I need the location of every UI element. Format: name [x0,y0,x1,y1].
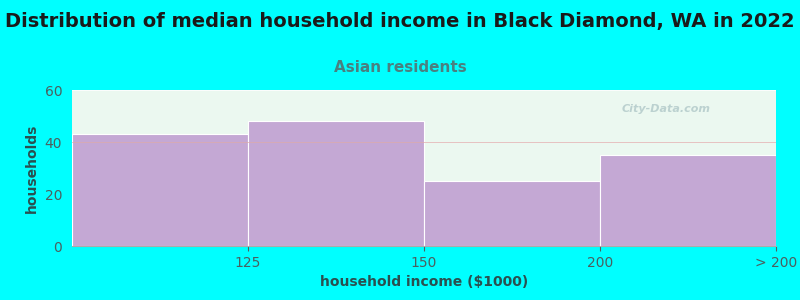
Text: Distribution of median household income in Black Diamond, WA in 2022: Distribution of median household income … [5,12,795,31]
Y-axis label: households: households [25,123,39,213]
Bar [424,181,600,246]
Bar [600,155,776,246]
Bar [248,121,424,246]
Text: City-Data.com: City-Data.com [621,104,710,114]
Text: Asian residents: Asian residents [334,60,466,75]
Bar [72,134,248,246]
X-axis label: household income ($1000): household income ($1000) [320,275,528,289]
